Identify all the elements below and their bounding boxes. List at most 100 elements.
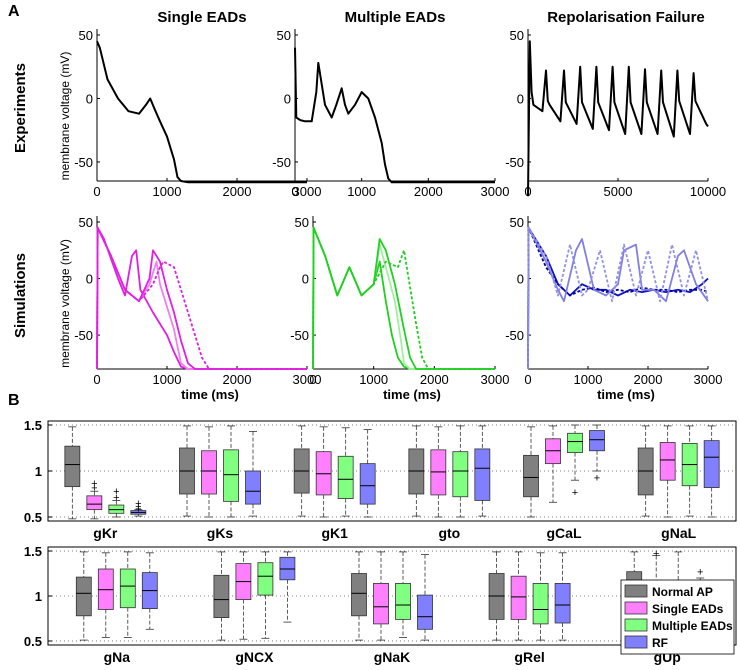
box-iqr — [245, 470, 261, 505]
box-gNa-4 — [141, 552, 158, 630]
group-label: gRel — [514, 649, 544, 665]
series-line-1 — [294, 47, 495, 184]
box-gKs-1 — [179, 425, 195, 517]
y-tick-label: 0 — [86, 272, 93, 287]
row-label: Simulations — [12, 253, 29, 338]
box-iqr — [337, 455, 354, 499]
box-iqr — [213, 574, 230, 618]
box-gCaL-3: + — [567, 424, 583, 499]
x-tick-label: 3000 — [481, 184, 510, 199]
x-tick-label: 3000 — [481, 372, 510, 387]
box-gNaL-3 — [681, 425, 698, 517]
x-tick-label: 1000 — [153, 372, 182, 387]
legend-swatch-rf — [624, 635, 648, 649]
box-gKs-3 — [223, 425, 239, 518]
box-iqr — [395, 583, 411, 620]
series-line-4 — [527, 226, 709, 370]
box-gKs-4 — [245, 431, 261, 517]
box-iqr — [510, 575, 527, 620]
box-gK1-4 — [359, 429, 376, 518]
x-tick-label: 1000 — [347, 184, 376, 199]
series-line-1 — [527, 40, 709, 197]
outlier-marker: + — [113, 486, 119, 498]
box-iqr — [474, 448, 491, 501]
box-gKr-4: +++ — [130, 498, 147, 517]
legend-label-single: Single EADs — [652, 602, 724, 616]
series-line-1 — [96, 40, 307, 184]
box-iqr — [373, 583, 389, 625]
y-tick-label: 0 — [517, 91, 524, 106]
box-iqr — [257, 562, 274, 596]
box-iqr — [223, 449, 239, 502]
series-line-3 — [527, 226, 709, 370]
box-iqr — [554, 583, 571, 624]
series-line-2 — [312, 226, 495, 370]
box-gNaL-2 — [659, 425, 676, 518]
line-chart-sim_multiple: 0 1000 2000 3000 50 0 -50 time (ms) — [290, 215, 509, 402]
y-tick-label: 50 — [510, 215, 524, 230]
box-iqr — [659, 442, 676, 481]
legend-label-rf: RF — [652, 636, 668, 650]
box-gNaK-1 — [351, 551, 367, 641]
box-iqr — [119, 568, 136, 609]
box-iqr — [523, 454, 539, 498]
x-tick-label: 1000 — [359, 372, 388, 387]
outlier-marker: + — [594, 472, 600, 484]
y-tick-label: -50 — [505, 328, 524, 343]
y-tick-label: 1 — [35, 589, 42, 604]
outlier-marker: + — [572, 487, 578, 499]
y-tick-label: 0.5 — [24, 510, 42, 525]
box-gto-1 — [408, 425, 425, 517]
box-gto-3 — [452, 425, 469, 518]
boxplot-box_top: 0.511.5+++++++gKr gKs gK1 gto++gCaL gNaL — [24, 418, 737, 541]
row-label: Experiments — [12, 63, 29, 153]
x-tick-label: 0 — [93, 372, 100, 387]
y-tick-label: 0 — [284, 91, 291, 106]
box-gNCX-4 — [279, 551, 296, 623]
x-tick-label: 2000 — [634, 372, 663, 387]
box-gCaL-1 — [523, 426, 539, 518]
y-tick-label: -50 — [74, 155, 93, 170]
outlier-marker: + — [91, 483, 97, 495]
y-tick-label: -50 — [272, 155, 291, 170]
box-iqr — [532, 583, 549, 625]
x-tick-label: 0 — [93, 184, 100, 199]
box-gRel-3 — [532, 552, 549, 641]
outlier-marker: + — [653, 548, 659, 560]
legend-label-normal: Normal AP — [652, 585, 713, 599]
line-chart-sim_single: 0 1000 2000 3000 50 0 -50 time (ms) membrane vol… — [12, 215, 321, 402]
series-line-2 — [527, 226, 709, 370]
box-iqr — [703, 440, 720, 488]
box-gNa-3 — [119, 551, 136, 638]
outlier-marker: + — [113, 492, 119, 504]
box-gNaL-4 — [703, 425, 720, 518]
line-chart-sim_rf: 0 1000 2000 3000 50 0 -50 time (ms) — [505, 215, 722, 402]
box-gRel-2 — [510, 551, 527, 641]
outlier-marker: + — [91, 478, 97, 490]
outlier-marker: + — [135, 501, 141, 513]
box-gNaL-1 — [637, 425, 654, 517]
y-tick-label: 1.5 — [24, 544, 42, 559]
chart-title: Multiple EADs — [345, 9, 446, 26]
box-gKr-3: ++ — [108, 486, 125, 518]
group-label: gK1 — [321, 525, 348, 541]
y-axis-label: membrane voltage (mV) — [58, 239, 72, 368]
box-gK1-1 — [293, 425, 310, 517]
box-gto-4 — [474, 425, 491, 517]
outlier-marker: + — [135, 498, 141, 510]
box-gNaK-3 — [395, 551, 411, 638]
x-tick-label: 3000 — [293, 372, 322, 387]
y-tick-label: 50 — [295, 215, 309, 230]
series-line-1 — [527, 226, 709, 370]
outlier-marker: + — [135, 504, 141, 516]
box-iqr — [452, 451, 469, 498]
group-label: gNCX — [235, 649, 274, 665]
series-line-4 — [312, 226, 495, 370]
x-tick-label: 2000 — [223, 184, 252, 199]
box-iqr — [86, 495, 103, 511]
series-line-1 — [312, 226, 495, 370]
box-gCaL-2 — [545, 425, 561, 503]
chart-title: Single EADs — [157, 9, 246, 26]
box-iqr — [567, 432, 583, 453]
